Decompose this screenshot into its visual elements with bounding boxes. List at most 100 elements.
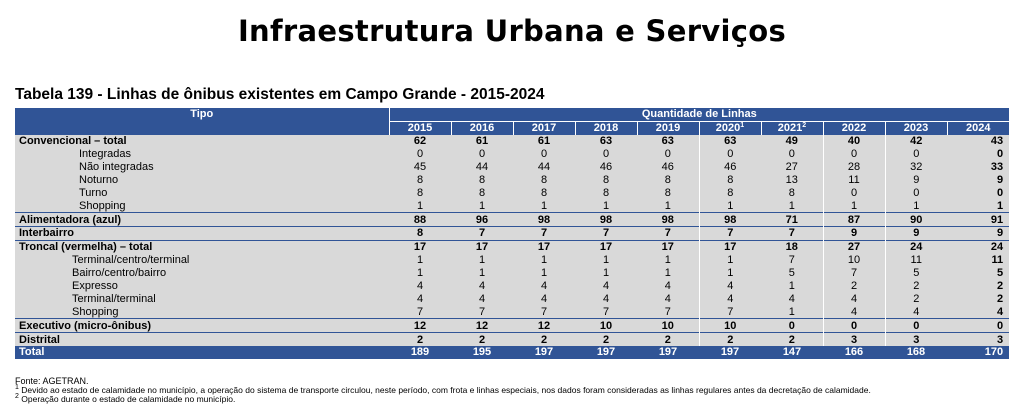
table-cell: 7 — [513, 226, 575, 241]
table-cell: 8 — [698, 186, 761, 200]
table-cell: 4 — [575, 292, 637, 306]
total-cell: 195 — [451, 346, 513, 359]
table-row: Expresso 4 4 4 4 4 4 1 2 2 2 — [15, 279, 1010, 293]
table-cell: 8 — [451, 186, 513, 200]
year-label: 2015 — [407, 122, 433, 135]
table-cell: 9 — [822, 226, 885, 241]
row-label: Troncal (vermelha) – total — [15, 239, 389, 254]
table-cell: 3 — [884, 332, 947, 347]
table-cell: 9 — [884, 226, 947, 241]
table-cell: 96 — [451, 212, 513, 227]
table-cell: 1 — [575, 199, 637, 213]
table-cell: 4 — [822, 305, 885, 319]
table-cell: 98 — [575, 212, 637, 227]
table-cell: 3 — [822, 332, 885, 347]
table-cell: 13 — [761, 173, 823, 187]
table-cell: 7 — [637, 226, 699, 241]
row-label: Shopping — [15, 305, 389, 319]
table-cell: 2 — [451, 332, 513, 347]
table-cell: 1 — [698, 199, 761, 213]
table-cell: 4 — [575, 279, 637, 293]
row-label: Executivo (micro-ônibus) — [15, 318, 389, 333]
table-cell: 1 — [389, 253, 451, 267]
year-header: 2015 — [389, 121, 452, 135]
year-label: 2020 — [715, 122, 741, 135]
table-cell: 11 — [884, 253, 947, 267]
table-cell: 7 — [513, 305, 575, 319]
table-cell: 45 — [389, 160, 451, 174]
table-cell: 8 — [513, 186, 575, 200]
table-cell: 33 — [947, 160, 1010, 174]
table-cell: 0 — [884, 318, 947, 333]
table-cell: 10 — [698, 318, 761, 333]
table-cell: 91 — [947, 212, 1010, 227]
footnote-1: 1 Devido ao estado de calamidade no muni… — [15, 384, 871, 395]
table-cell: 46 — [698, 160, 761, 174]
table-cell: 7 — [389, 305, 451, 319]
table-cell: 49 — [761, 134, 823, 148]
table-row: Integradas 0 0 0 0 0 0 0 0 0 0 — [15, 147, 1010, 161]
row-label: Alimentadora (azul) — [15, 212, 389, 227]
table-cell: 0 — [513, 147, 575, 161]
year-header: 20212 — [761, 121, 824, 135]
table-cell: 0 — [947, 318, 1010, 333]
year-label: 2023 — [903, 122, 929, 135]
year-footnote-mark: 2 — [802, 122, 807, 130]
table-cell: 88 — [389, 212, 451, 227]
total-cell: 147 — [761, 346, 823, 359]
table-cell: 8 — [451, 173, 513, 187]
year-header: 2019 — [637, 121, 700, 135]
table-cell: 2 — [637, 332, 699, 347]
table-cell: 9 — [947, 173, 1010, 187]
row-label: Terminal/centro/terminal — [15, 253, 389, 267]
table-cell: 8 — [389, 173, 451, 187]
table-cell: 17 — [389, 239, 451, 254]
table-cell: 0 — [698, 147, 761, 161]
year-label: 2021 — [777, 122, 803, 135]
footnotes: Fonte: AGETRAN. 1 Devido ao estado de ca… — [15, 376, 871, 404]
table-cell: 10 — [822, 253, 885, 267]
table-cell: 1 — [637, 199, 699, 213]
table-cell: 90 — [884, 212, 947, 227]
table-cell: 4 — [451, 279, 513, 293]
table-cell: 71 — [761, 212, 823, 227]
table-cell: 12 — [451, 318, 513, 333]
table-cell: 1 — [451, 266, 513, 280]
row-label: Convencional – total — [15, 134, 389, 148]
table-cell: 4 — [637, 279, 699, 293]
table-cell: 24 — [884, 239, 947, 254]
table-cell: 8 — [637, 186, 699, 200]
table-cell: 4 — [698, 292, 761, 306]
table-cell: 7 — [451, 226, 513, 241]
total-cell: 197 — [637, 346, 699, 359]
row-label: Expresso — [15, 279, 389, 293]
table-cell: 62 — [389, 134, 451, 148]
table-cell: 7 — [822, 266, 885, 280]
table-cell: 4 — [884, 305, 947, 319]
table-cell: 7 — [451, 305, 513, 319]
table-cell: 0 — [637, 147, 699, 161]
table-cell: 61 — [513, 134, 575, 148]
table-cell: 5 — [947, 266, 1010, 280]
column-header-tipo: Tipo — [15, 108, 390, 135]
table-cell: 2 — [389, 332, 451, 347]
table-cell: 63 — [575, 134, 637, 148]
table-cell: 0 — [451, 147, 513, 161]
table-cell: 7 — [575, 305, 637, 319]
table-cell: 1 — [698, 253, 761, 267]
table-cell: 0 — [822, 186, 885, 200]
table-cell: 9 — [947, 226, 1010, 241]
table-cell: 27 — [761, 160, 823, 174]
total-row: Total 189 195 197 197 197 197 147 166 168 170 — [15, 346, 1010, 359]
table-cell: 0 — [947, 147, 1010, 161]
table-cell: 8 — [575, 186, 637, 200]
table-cell: 4 — [451, 292, 513, 306]
table-cell: 98 — [513, 212, 575, 227]
year-header: 2023 — [885, 121, 948, 135]
table-cell: 8 — [389, 186, 451, 200]
table-cell: 4 — [389, 279, 451, 293]
table-cell: 1 — [513, 199, 575, 213]
table-cell: 24 — [947, 239, 1010, 254]
table-cell: 1 — [451, 199, 513, 213]
table-cell: 8 — [637, 173, 699, 187]
